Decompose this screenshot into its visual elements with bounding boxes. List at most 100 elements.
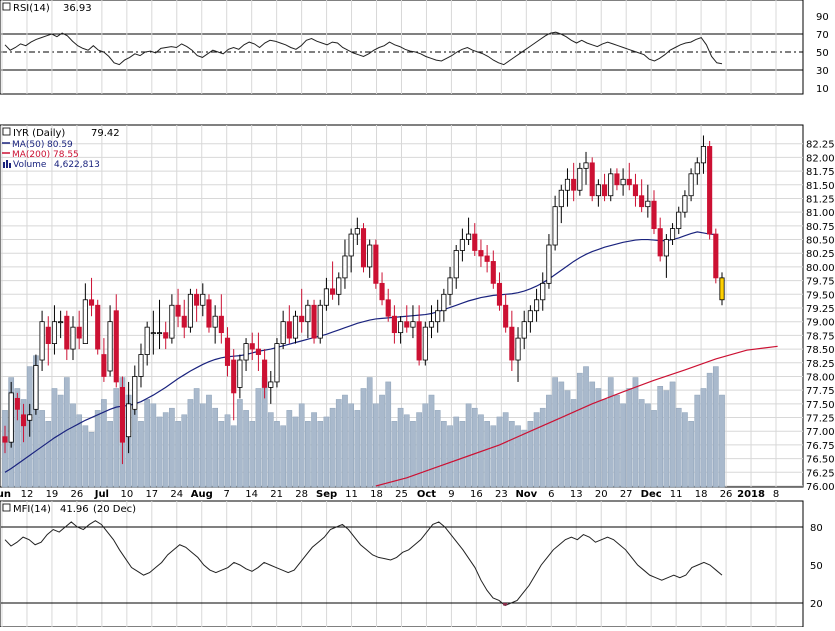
candle-body	[577, 167, 583, 191]
volume-bar	[546, 394, 552, 488]
candle-body	[651, 200, 657, 229]
volume-bar	[348, 403, 354, 488]
candle-body	[404, 321, 410, 328]
x-tick-label: Dec	[641, 489, 662, 500]
candle-body	[286, 321, 292, 339]
mfi-value: 41.96	[60, 504, 89, 515]
candle-body	[608, 173, 614, 197]
volume-bar	[113, 388, 120, 488]
price-tick-label: 77.00	[806, 427, 835, 438]
x-tick-label: 24	[170, 489, 183, 500]
candle-body	[138, 354, 144, 377]
candle-body	[682, 195, 688, 213]
volume-bar	[156, 416, 163, 488]
volume-bar	[663, 390, 670, 488]
volume-bar	[533, 412, 540, 488]
candle-body	[639, 195, 645, 208]
price-tick-label: 79.25	[806, 304, 835, 315]
candle-body	[156, 332, 163, 335]
volume-bar	[169, 407, 175, 488]
rsi-title: RSI(14)	[13, 3, 50, 14]
price-tick-label: 81.00	[806, 208, 835, 219]
x-tick-label: 8	[773, 489, 779, 500]
candle-body	[323, 288, 329, 306]
volume-bar	[570, 399, 577, 488]
volume-bar	[298, 403, 305, 488]
volume-bar	[255, 388, 262, 488]
volume-bar	[638, 399, 645, 488]
candle-body	[88, 299, 95, 306]
volume-legend-value: 4,622,813	[54, 160, 100, 170]
candle-body	[58, 321, 64, 324]
candle-body	[237, 359, 243, 388]
candle-body	[27, 414, 33, 421]
volume-bar	[14, 388, 21, 488]
candle-body	[466, 233, 472, 240]
volume-bar	[416, 412, 422, 488]
candle-body	[398, 321, 404, 334]
candle-body	[119, 387, 126, 443]
candle-body	[113, 310, 119, 383]
volume-bar	[626, 388, 633, 488]
volume-bar	[187, 399, 194, 488]
volume-bar	[379, 394, 385, 488]
candle-body	[70, 326, 76, 350]
candle-body	[51, 321, 58, 345]
volume-bar	[323, 416, 330, 488]
volume-bar	[249, 421, 256, 488]
x-tick-label: 25	[395, 489, 408, 500]
candle-body	[132, 376, 138, 410]
price-legend-icon	[2, 127, 11, 136]
volume-bar	[70, 403, 76, 488]
candle-body	[546, 244, 552, 284]
volume-bar	[335, 399, 342, 488]
mfi-oversold-marker	[503, 603, 508, 606]
mfi-gridlines	[1, 526, 803, 604]
volume-bar	[669, 381, 676, 488]
x-tick-label: 17	[145, 489, 158, 500]
candle-body	[534, 299, 540, 312]
price-tick-label: 80.00	[806, 263, 835, 274]
candle-body	[626, 178, 632, 186]
price-tick-label: 81.25	[806, 194, 835, 205]
rsi-gridlines	[1, 33, 803, 71]
candle-body	[583, 162, 589, 169]
price-tick-label: 76.75	[806, 441, 835, 452]
volume-bar	[564, 390, 571, 488]
mfi-tick-label: 80	[810, 523, 823, 534]
candle-body	[107, 321, 113, 372]
candle-body	[206, 299, 212, 328]
candle-body	[249, 343, 255, 350]
candle-body	[231, 359, 237, 394]
volume-bar	[175, 421, 181, 488]
x-tick-label: 6	[548, 489, 554, 500]
mfi-path	[4, 520, 723, 607]
candle-body	[82, 299, 88, 344]
volume-bar	[329, 407, 336, 488]
candle-body	[45, 326, 51, 344]
x-tick-label: 10	[120, 489, 133, 500]
volume-bar	[688, 421, 694, 488]
mfi-legend: MFI(14) 41.96 (20 Dec)	[2, 503, 136, 515]
price-tick-label: 81.75	[806, 167, 835, 178]
x-tick-label: 18	[695, 489, 708, 500]
volume-bar	[267, 412, 274, 488]
x-tick-label: 13	[570, 489, 583, 500]
candle-body	[342, 255, 348, 279]
volume-bar	[57, 394, 64, 488]
ma50-legend-value: 80.59	[47, 140, 73, 150]
volume-bar	[76, 414, 83, 488]
volume-bar	[107, 421, 113, 488]
volume-bar	[527, 421, 534, 488]
volume-bar	[131, 410, 138, 488]
volume-bar	[712, 366, 719, 488]
volume-bar	[88, 432, 95, 488]
x-tick-label: 20	[595, 489, 608, 500]
candle-body	[496, 282, 503, 306]
price-tick-label: 79.00	[806, 318, 835, 329]
ma200-path	[375, 345, 778, 487]
candle-body	[416, 321, 422, 361]
price-tick-label: 77.25	[806, 414, 835, 425]
volume-bar	[496, 416, 503, 488]
mfi-tick-label: 20	[810, 599, 823, 610]
